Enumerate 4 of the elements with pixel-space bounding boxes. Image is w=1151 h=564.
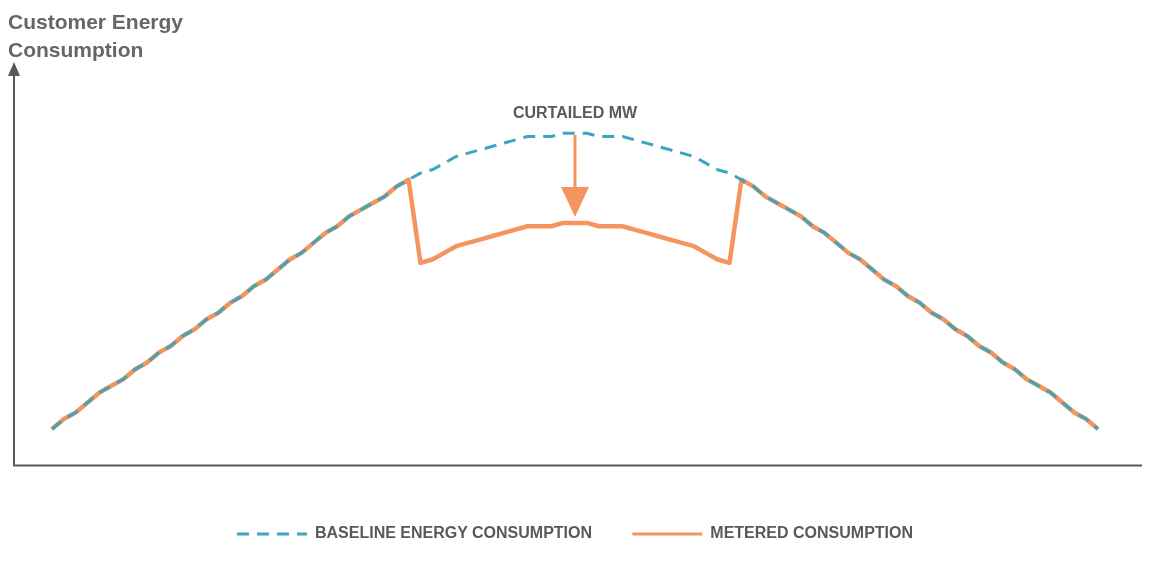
y-axis-title: Customer Energy Consumption — [8, 9, 185, 63]
legend-label: METERED CONSUMPTION — [710, 524, 914, 542]
legend-label: BASELINE ENERGY CONSUMPTION — [314, 524, 593, 542]
text: CURTAILED MW — [512, 103, 638, 121]
